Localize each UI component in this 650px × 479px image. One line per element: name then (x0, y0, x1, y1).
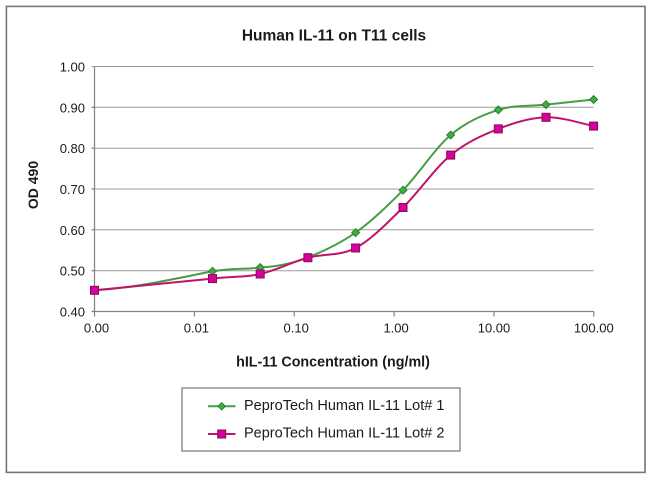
svg-text:0.10: 0.10 (284, 321, 309, 336)
svg-text:0.00: 0.00 (84, 321, 109, 336)
svg-text:1.00: 1.00 (383, 321, 408, 336)
svg-text:0.40: 0.40 (60, 305, 85, 320)
svg-text:0.70: 0.70 (60, 182, 85, 197)
svg-text:0.01: 0.01 (184, 321, 209, 336)
svg-text:1.00: 1.00 (60, 60, 85, 75)
svg-text:0.80: 0.80 (60, 141, 85, 156)
svg-text:0.60: 0.60 (60, 223, 85, 238)
svg-text:PeproTech Human IL-11 Lot# 2: PeproTech Human IL-11 Lot# 2 (244, 426, 444, 442)
svg-text:10.00: 10.00 (478, 321, 511, 336)
svg-text:0.90: 0.90 (60, 100, 85, 115)
svg-text:hIL-11 Concentration (ng/ml): hIL-11 Concentration (ng/ml) (236, 355, 430, 371)
svg-text:OD 490: OD 490 (25, 161, 41, 209)
svg-text:0.50: 0.50 (60, 264, 85, 279)
svg-text:PeproTech Human IL-11 Lot# 1: PeproTech Human IL-11 Lot# 1 (244, 398, 444, 414)
svg-text:Human IL-11 on T11 cells: Human IL-11 on T11 cells (242, 28, 426, 45)
svg-text:100.00: 100.00 (574, 321, 614, 336)
